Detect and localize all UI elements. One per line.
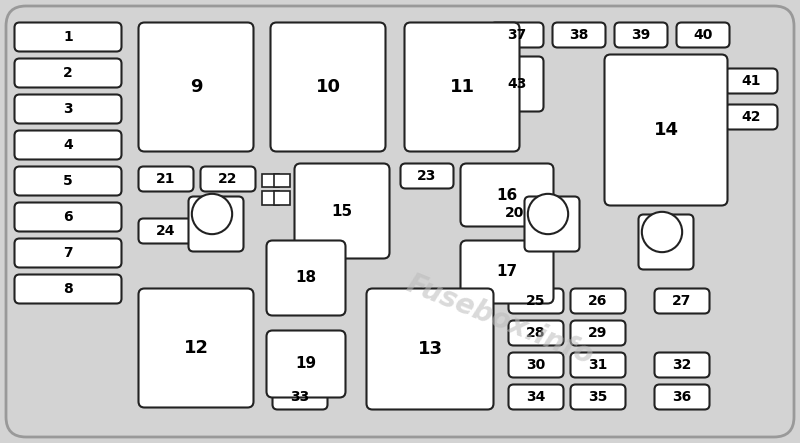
FancyBboxPatch shape bbox=[614, 23, 667, 47]
Text: 10: 10 bbox=[315, 78, 341, 96]
Text: 3: 3 bbox=[63, 102, 73, 116]
Text: 26: 26 bbox=[588, 294, 608, 308]
Circle shape bbox=[192, 194, 232, 234]
Bar bbox=[262, 174, 278, 187]
Text: 17: 17 bbox=[497, 264, 518, 280]
Bar bbox=[274, 191, 290, 205]
FancyBboxPatch shape bbox=[509, 385, 563, 409]
Text: Fusebox.info: Fusebox.info bbox=[402, 270, 598, 370]
FancyBboxPatch shape bbox=[401, 163, 454, 189]
Text: 38: 38 bbox=[570, 28, 589, 42]
FancyBboxPatch shape bbox=[138, 288, 254, 408]
Text: 32: 32 bbox=[672, 358, 692, 372]
FancyBboxPatch shape bbox=[490, 57, 543, 112]
Text: 25: 25 bbox=[526, 294, 546, 308]
Text: 28: 28 bbox=[526, 326, 546, 340]
Text: 23: 23 bbox=[418, 169, 437, 183]
Text: 2: 2 bbox=[63, 66, 73, 80]
FancyBboxPatch shape bbox=[266, 330, 346, 397]
FancyBboxPatch shape bbox=[366, 288, 494, 409]
Text: 29: 29 bbox=[588, 326, 608, 340]
FancyBboxPatch shape bbox=[570, 385, 626, 409]
Text: 8: 8 bbox=[63, 282, 73, 296]
Bar bbox=[262, 191, 278, 205]
Text: 5: 5 bbox=[63, 174, 73, 188]
Text: 1: 1 bbox=[63, 30, 73, 44]
FancyBboxPatch shape bbox=[14, 58, 122, 88]
Text: 13: 13 bbox=[418, 340, 442, 358]
FancyBboxPatch shape bbox=[266, 241, 346, 315]
FancyBboxPatch shape bbox=[14, 275, 122, 303]
FancyBboxPatch shape bbox=[189, 197, 243, 252]
Text: 43: 43 bbox=[507, 77, 526, 91]
FancyBboxPatch shape bbox=[14, 94, 122, 124]
Circle shape bbox=[528, 194, 568, 234]
FancyBboxPatch shape bbox=[461, 241, 554, 303]
FancyBboxPatch shape bbox=[677, 23, 730, 47]
Text: 6: 6 bbox=[63, 210, 73, 224]
Text: 19: 19 bbox=[295, 357, 317, 372]
FancyBboxPatch shape bbox=[654, 288, 710, 314]
FancyBboxPatch shape bbox=[570, 353, 626, 377]
Text: 37: 37 bbox=[507, 28, 526, 42]
Text: 9: 9 bbox=[190, 78, 202, 96]
Text: 18: 18 bbox=[295, 271, 317, 285]
FancyBboxPatch shape bbox=[138, 218, 194, 244]
FancyBboxPatch shape bbox=[509, 288, 563, 314]
FancyBboxPatch shape bbox=[14, 238, 122, 268]
FancyBboxPatch shape bbox=[273, 385, 327, 409]
FancyBboxPatch shape bbox=[490, 23, 543, 47]
FancyBboxPatch shape bbox=[138, 23, 254, 152]
FancyBboxPatch shape bbox=[14, 202, 122, 232]
FancyBboxPatch shape bbox=[14, 131, 122, 159]
FancyBboxPatch shape bbox=[201, 167, 255, 191]
Text: 11: 11 bbox=[450, 78, 474, 96]
FancyBboxPatch shape bbox=[405, 23, 519, 152]
Text: 7: 7 bbox=[63, 246, 73, 260]
Text: 14: 14 bbox=[654, 121, 678, 139]
Text: 16: 16 bbox=[496, 187, 518, 202]
FancyBboxPatch shape bbox=[509, 353, 563, 377]
FancyBboxPatch shape bbox=[654, 385, 710, 409]
FancyBboxPatch shape bbox=[725, 69, 778, 93]
FancyBboxPatch shape bbox=[570, 288, 626, 314]
FancyBboxPatch shape bbox=[570, 320, 626, 346]
Text: 4: 4 bbox=[63, 138, 73, 152]
FancyBboxPatch shape bbox=[6, 6, 794, 437]
FancyBboxPatch shape bbox=[489, 201, 542, 225]
Text: 12: 12 bbox=[183, 339, 209, 357]
FancyBboxPatch shape bbox=[725, 105, 778, 129]
FancyBboxPatch shape bbox=[294, 163, 390, 259]
FancyBboxPatch shape bbox=[553, 23, 606, 47]
FancyBboxPatch shape bbox=[14, 167, 122, 195]
Text: 42: 42 bbox=[742, 110, 761, 124]
Text: 34: 34 bbox=[526, 390, 546, 404]
Text: 41: 41 bbox=[742, 74, 761, 88]
FancyBboxPatch shape bbox=[461, 163, 554, 226]
FancyBboxPatch shape bbox=[525, 197, 579, 252]
FancyBboxPatch shape bbox=[509, 320, 563, 346]
FancyBboxPatch shape bbox=[270, 23, 386, 152]
FancyBboxPatch shape bbox=[638, 214, 694, 269]
Text: 22: 22 bbox=[218, 172, 238, 186]
Text: 39: 39 bbox=[631, 28, 650, 42]
Text: 40: 40 bbox=[694, 28, 713, 42]
Text: 21: 21 bbox=[156, 172, 176, 186]
Text: 30: 30 bbox=[526, 358, 546, 372]
FancyBboxPatch shape bbox=[14, 23, 122, 51]
Text: 27: 27 bbox=[672, 294, 692, 308]
Text: 24: 24 bbox=[156, 224, 176, 238]
Text: 31: 31 bbox=[588, 358, 608, 372]
Text: 33: 33 bbox=[290, 390, 310, 404]
Bar bbox=[274, 174, 290, 187]
FancyBboxPatch shape bbox=[605, 54, 727, 206]
Text: 35: 35 bbox=[588, 390, 608, 404]
Text: 36: 36 bbox=[672, 390, 692, 404]
FancyBboxPatch shape bbox=[138, 167, 194, 191]
Circle shape bbox=[642, 212, 682, 252]
Text: 20: 20 bbox=[506, 206, 525, 220]
Text: 15: 15 bbox=[331, 203, 353, 218]
FancyBboxPatch shape bbox=[654, 353, 710, 377]
